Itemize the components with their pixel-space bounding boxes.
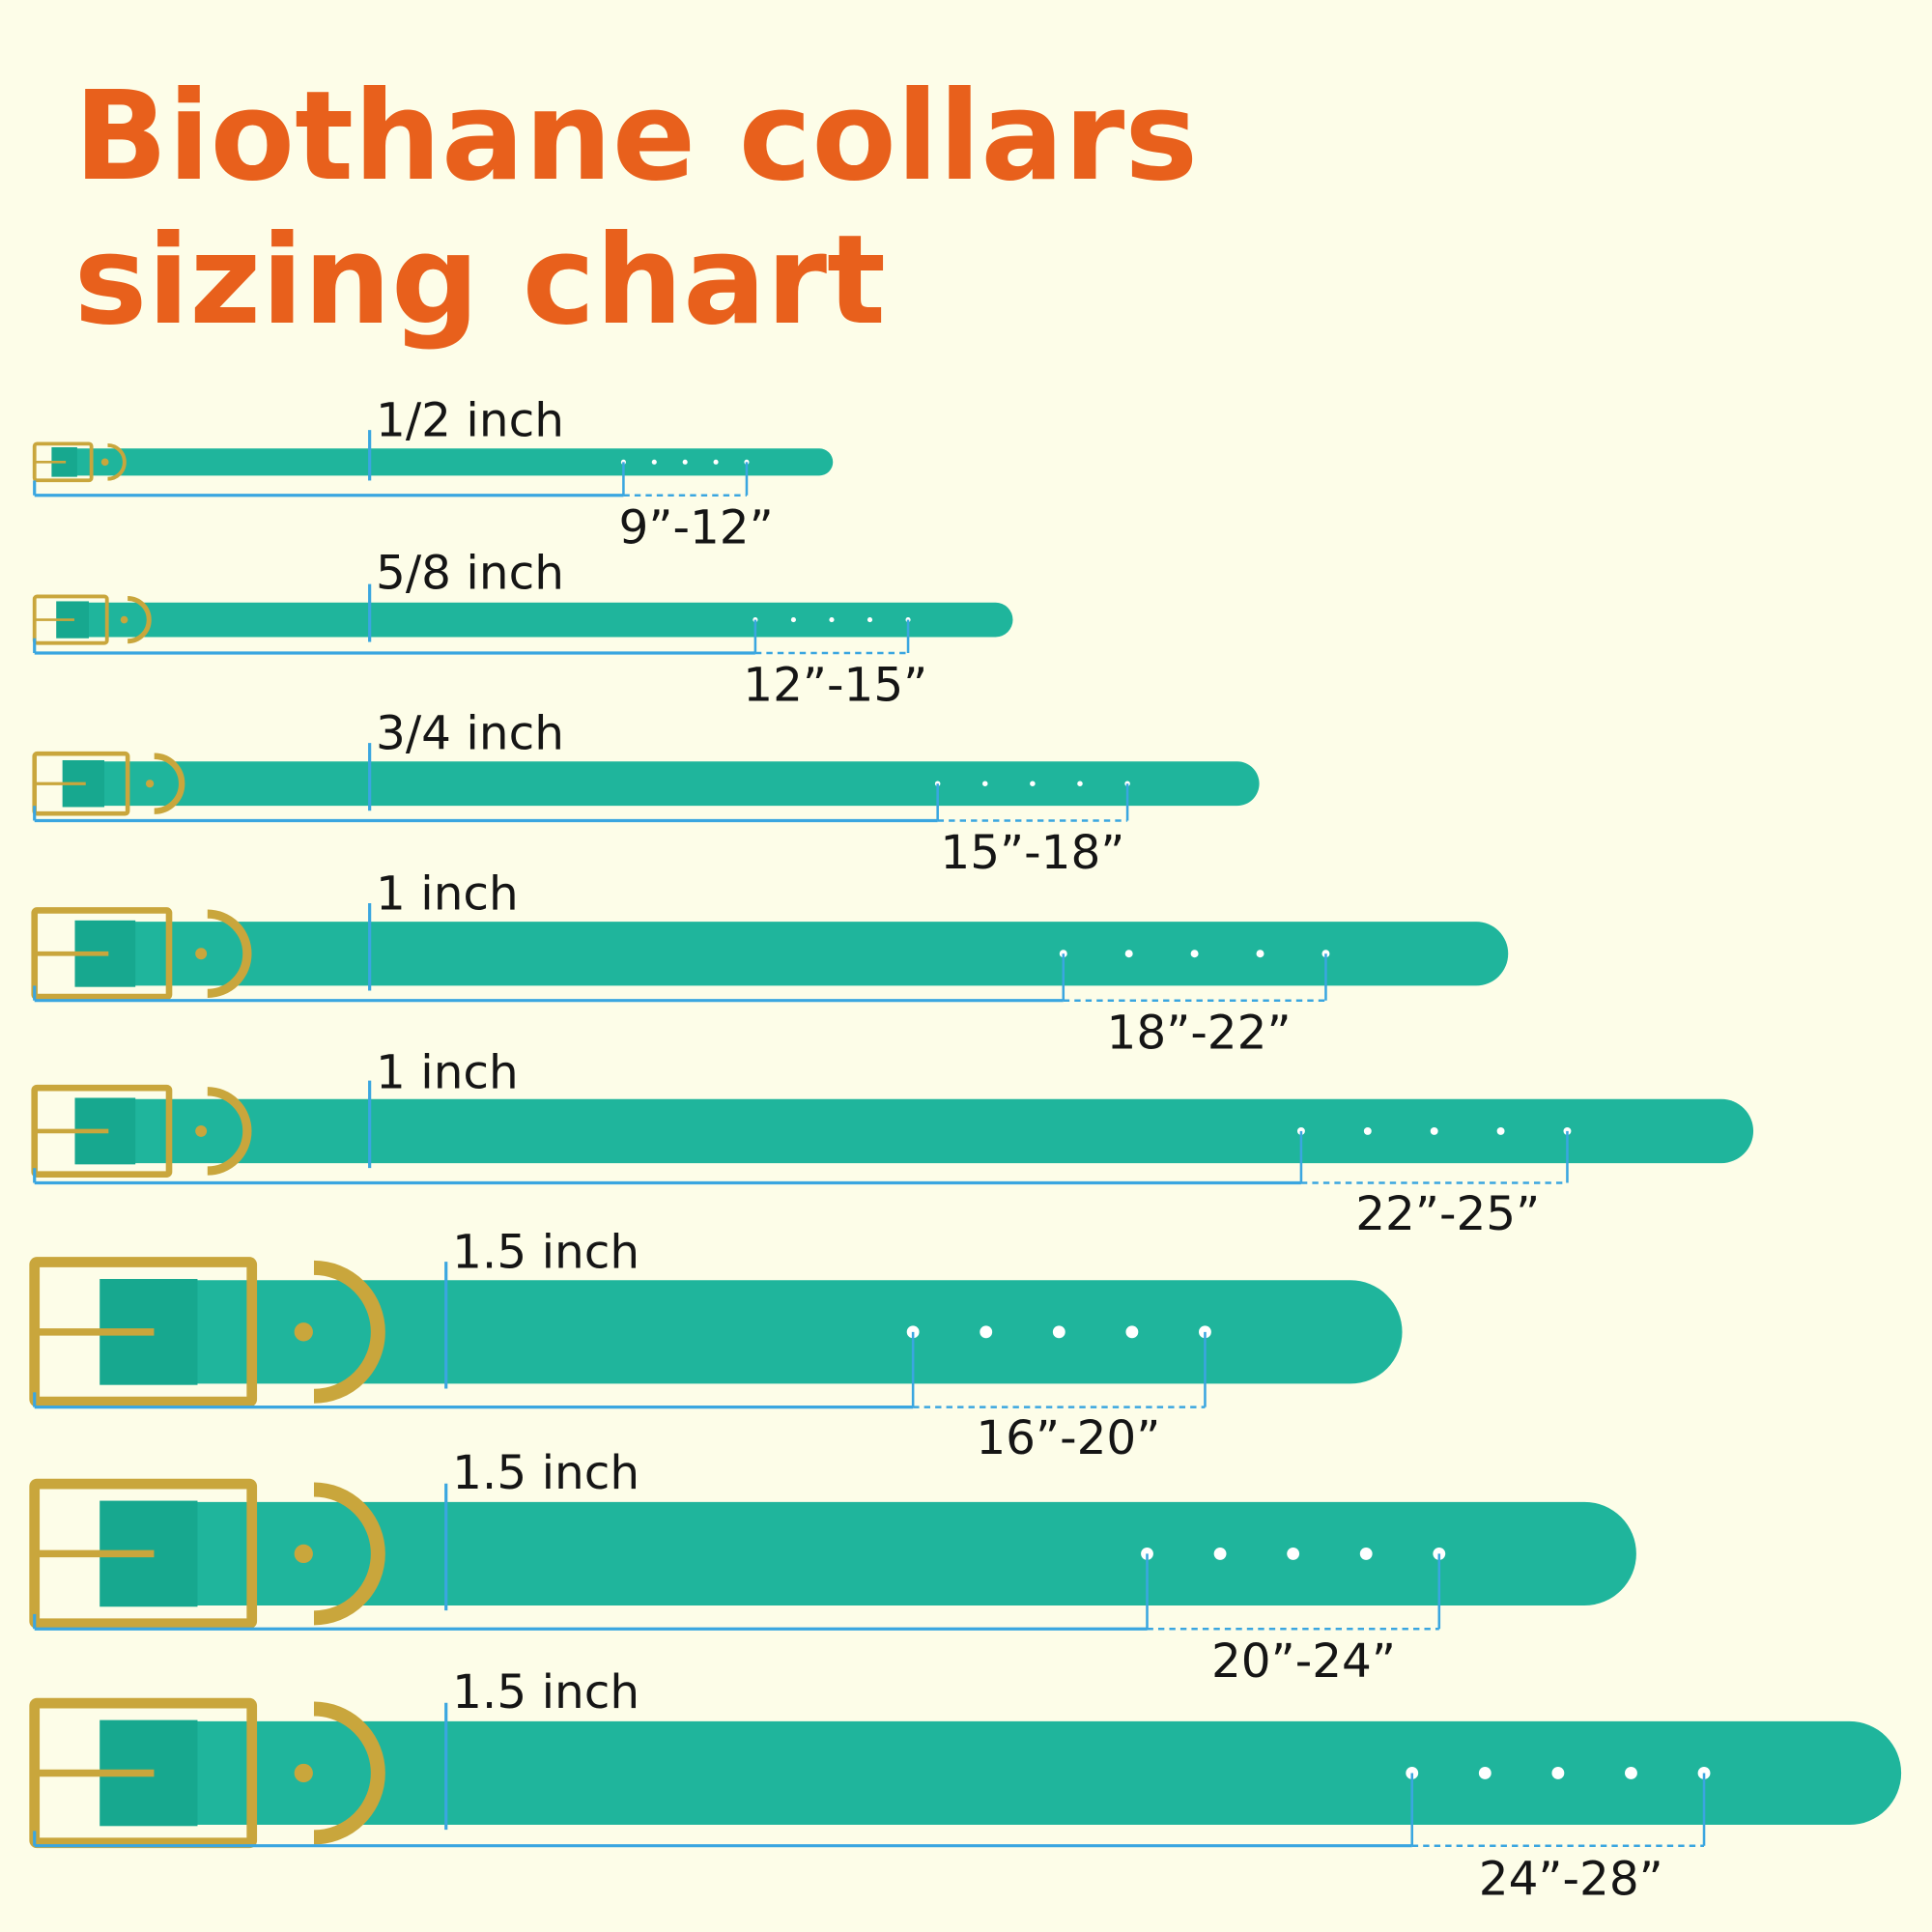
- hole: [829, 617, 835, 623]
- hole: [982, 781, 988, 786]
- d-ring: [107, 442, 127, 481]
- rivet: [195, 948, 208, 960]
- hole: [682, 459, 688, 465]
- hole: [1359, 1547, 1373, 1560]
- size-label: 9”-12”: [619, 501, 774, 555]
- hole: [1433, 1547, 1446, 1560]
- width-label: 1.5 inch: [452, 1446, 639, 1500]
- collar: 1 inch 22”-25”: [31, 1045, 1754, 1241]
- strap: [143, 1501, 1636, 1605]
- width-label: 1.5 inch: [452, 1226, 639, 1280]
- hole: [713, 459, 719, 465]
- strap: [143, 1280, 1403, 1384]
- width-label: 3/4 inch: [376, 707, 564, 761]
- collar: 1/2 inch 9”-12”: [32, 394, 834, 555]
- hole: [1124, 950, 1133, 958]
- hole: [1256, 950, 1264, 958]
- title-line: sizing chart: [74, 210, 886, 353]
- hole: [1141, 1547, 1153, 1560]
- rivet: [195, 1124, 208, 1137]
- collar: 1 inch 18”-22”: [31, 867, 1509, 1060]
- hole: [867, 617, 873, 623]
- d-ring: [313, 1701, 385, 1845]
- width-label: 1 inch: [376, 1045, 519, 1099]
- d-ring: [154, 753, 185, 814]
- hole: [1551, 1767, 1565, 1779]
- hole: [1077, 781, 1083, 786]
- hole: [906, 1325, 920, 1339]
- hole: [1625, 1767, 1637, 1779]
- rivet: [145, 780, 155, 788]
- hole: [1363, 1126, 1372, 1135]
- strap: [101, 922, 1509, 986]
- hole: [1190, 950, 1199, 958]
- strap: [101, 1098, 1754, 1164]
- hole: [1052, 1325, 1065, 1339]
- collar: 1.5 inch 16”-20”: [29, 1226, 1403, 1465]
- collars: 1/2 inch 9”-12” 5/8 inch 12”-15” 3/4 inch 15”…: [29, 394, 1902, 1907]
- hole: [1478, 1767, 1492, 1779]
- rivet: [100, 458, 109, 467]
- hole: [1430, 1126, 1438, 1135]
- hole: [1199, 1325, 1211, 1339]
- hole: [980, 1325, 993, 1339]
- d-ring: [127, 595, 152, 644]
- width-label: 5/8 inch: [376, 547, 564, 601]
- collar: 5/8 inch 12”-15”: [32, 547, 1013, 713]
- width-label: 1/2 inch: [376, 394, 564, 448]
- size-label: 15”-18”: [940, 826, 1124, 880]
- collar: 3/4 inch 15”-18”: [32, 707, 1260, 880]
- rivet: [294, 1544, 313, 1564]
- size-label: 18”-22”: [1107, 1006, 1292, 1060]
- hole: [1125, 1325, 1139, 1339]
- strap: [63, 448, 834, 476]
- rivet: [294, 1322, 313, 1342]
- strap: [143, 1720, 1902, 1826]
- hole: [651, 459, 657, 465]
- size-label: 24”-28”: [1479, 1853, 1663, 1907]
- rivet: [120, 615, 128, 624]
- hole: [1287, 1547, 1300, 1560]
- hole: [1213, 1547, 1227, 1560]
- strap: [71, 602, 1013, 638]
- size-label: 16”-20”: [976, 1411, 1160, 1465]
- size-label: 12”-15”: [743, 659, 927, 713]
- strap: [80, 761, 1260, 807]
- d-ring: [313, 1260, 385, 1404]
- hole: [1030, 781, 1036, 786]
- collar: 1.5 inch 20”-24”: [29, 1446, 1636, 1689]
- title-line: Biothane collars: [74, 66, 1199, 209]
- size-label: 22”-25”: [1355, 1187, 1540, 1241]
- rivet: [294, 1763, 313, 1783]
- width-label: 1 inch: [376, 867, 519, 921]
- collar: 1.5 inch 24”-28”: [29, 1665, 1902, 1907]
- size-label: 20”-24”: [1211, 1634, 1396, 1689]
- hole: [1496, 1126, 1505, 1135]
- d-ring: [207, 909, 252, 999]
- d-ring: [207, 1087, 252, 1176]
- width-label: 1.5 inch: [452, 1665, 639, 1719]
- d-ring: [313, 1482, 385, 1626]
- hole: [790, 617, 796, 623]
